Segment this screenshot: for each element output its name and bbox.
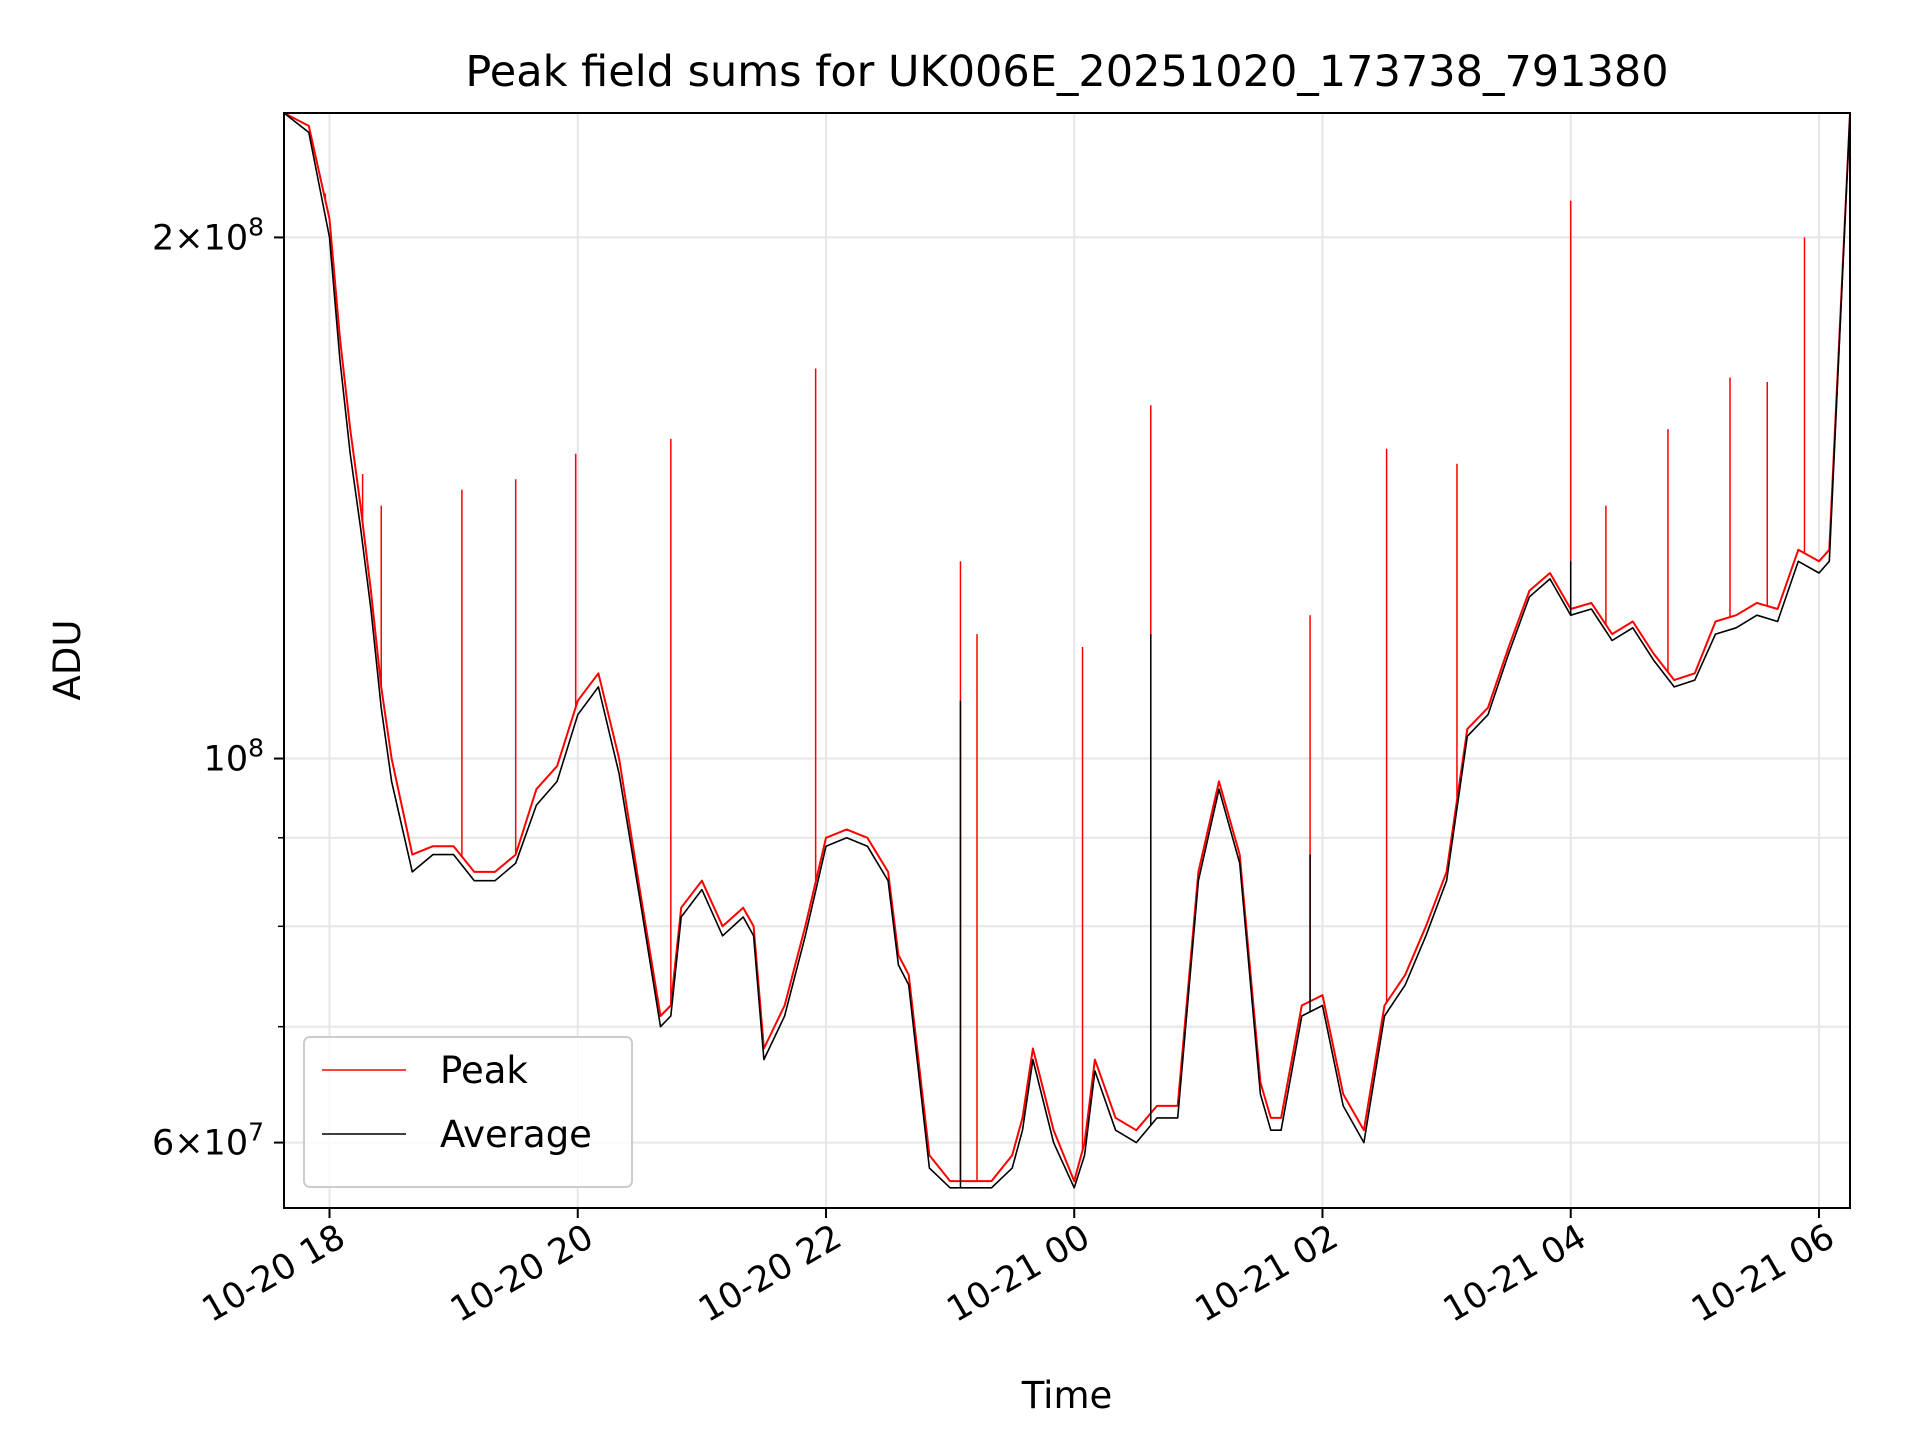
y-tick-label: 6×107 bbox=[152, 1118, 264, 1164]
series-line-average bbox=[283, 112, 1851, 1189]
series-layer bbox=[283, 112, 1851, 1189]
x-axis-label: Time bbox=[1021, 1374, 1113, 1417]
legend-box bbox=[303, 1036, 633, 1188]
legend-peak-label: Peak bbox=[440, 1049, 528, 1092]
y-tick-label: 2×108 bbox=[152, 212, 264, 258]
y-axis-label: ADU bbox=[46, 620, 89, 701]
series-line-peak bbox=[283, 112, 1851, 1183]
plot-frame bbox=[283, 112, 1851, 1209]
chart-title: Peak field sums for UK006E_20251020_1737… bbox=[465, 47, 1668, 97]
legend: Peak Average bbox=[303, 1036, 633, 1188]
gridlines bbox=[284, 113, 1850, 1208]
legend-average-label: Average bbox=[440, 1113, 592, 1156]
